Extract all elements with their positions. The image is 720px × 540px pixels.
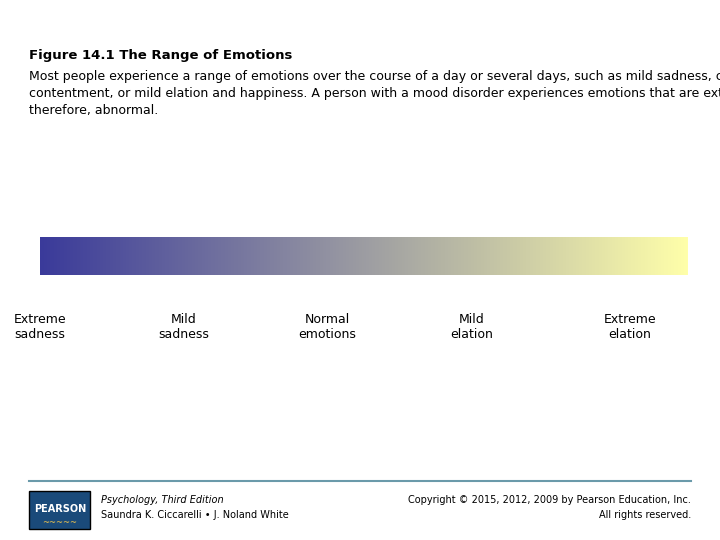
Text: Normal
emotions: Normal emotions — [299, 313, 356, 341]
Text: Figure 14.1 The Range of Emotions: Figure 14.1 The Range of Emotions — [29, 49, 292, 62]
Text: Copyright © 2015, 2012, 2009 by Pearson Education, Inc.: Copyright © 2015, 2012, 2009 by Pearson … — [408, 495, 691, 505]
Text: Extreme
elation: Extreme elation — [603, 313, 657, 341]
Text: ~~~~~: ~~~~~ — [42, 518, 77, 526]
FancyBboxPatch shape — [29, 491, 90, 529]
Text: PEARSON: PEARSON — [34, 504, 86, 514]
Text: Saundra K. Ciccarelli • J. Noland White: Saundra K. Ciccarelli • J. Noland White — [101, 510, 289, 521]
Text: Mild
elation: Mild elation — [450, 313, 493, 341]
Text: Most people experience a range of emotions over the course of a day or several d: Most people experience a range of emotio… — [29, 70, 720, 117]
Text: Extreme
sadness: Extreme sadness — [13, 313, 66, 341]
Text: Mild
sadness: Mild sadness — [158, 313, 209, 341]
Text: All rights reserved.: All rights reserved. — [599, 510, 691, 521]
Text: Psychology, Third Edition: Psychology, Third Edition — [101, 495, 223, 505]
